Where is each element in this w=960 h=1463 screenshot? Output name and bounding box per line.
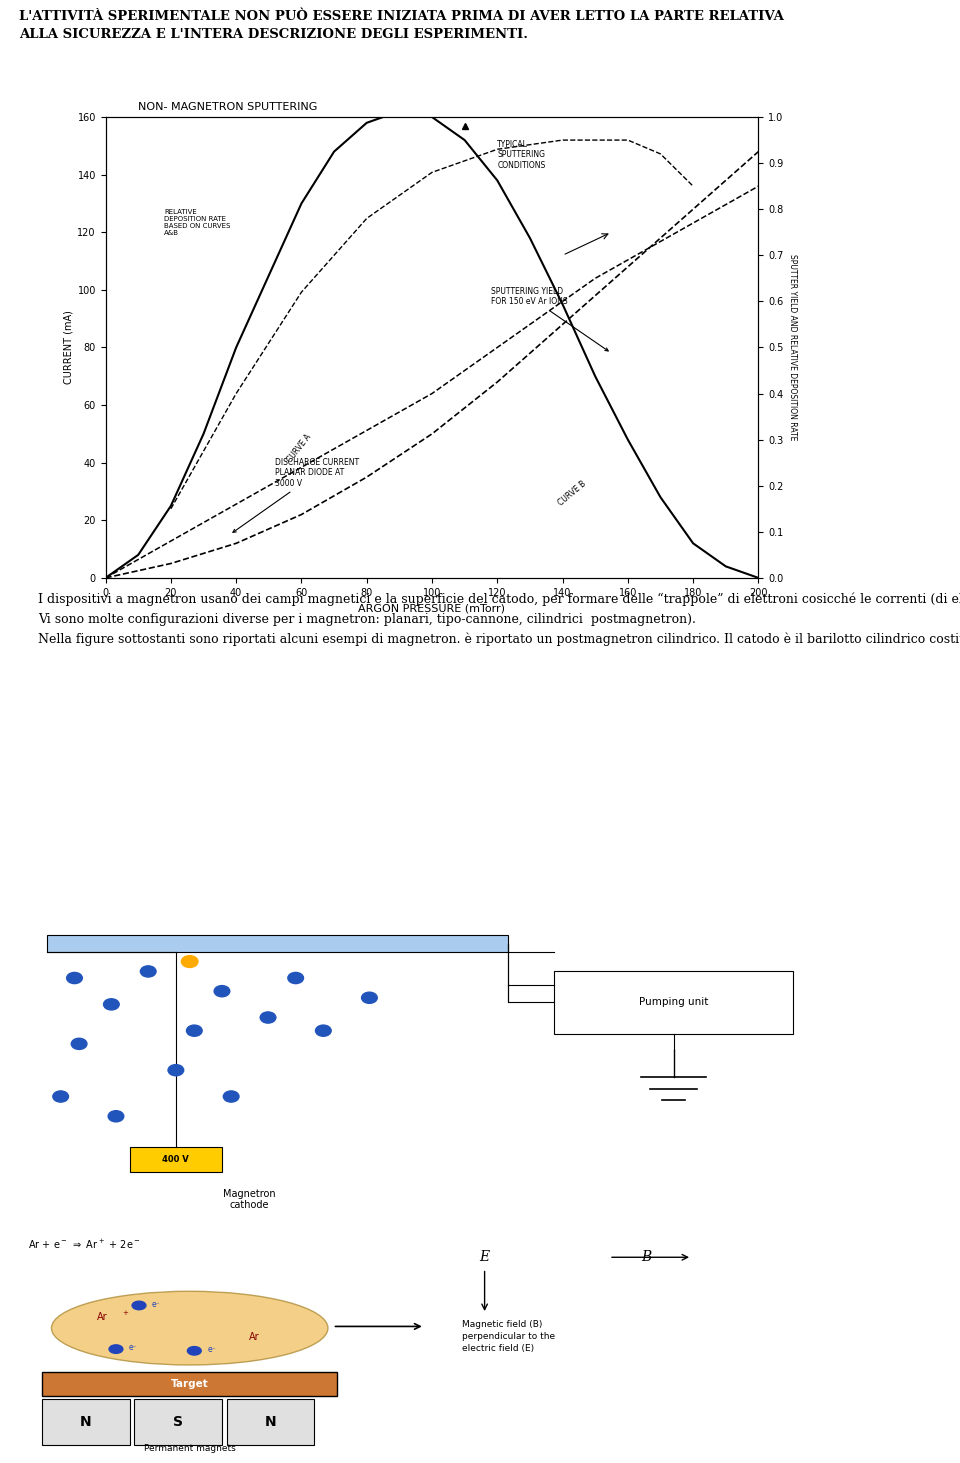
Circle shape bbox=[140, 966, 156, 977]
Circle shape bbox=[108, 1110, 124, 1122]
Circle shape bbox=[214, 986, 229, 996]
Text: E: E bbox=[480, 1251, 490, 1264]
Text: CURVE A: CURVE A bbox=[285, 433, 313, 465]
Text: I dispositivi a magnetron usano dei campi magnetici e la superficie del catodo, : I dispositivi a magnetron usano dei camp… bbox=[38, 593, 960, 645]
Circle shape bbox=[260, 1012, 276, 1023]
Circle shape bbox=[168, 1065, 183, 1075]
Text: N: N bbox=[81, 1415, 92, 1429]
Bar bbox=[227, 1399, 314, 1445]
Circle shape bbox=[187, 1346, 202, 1355]
Text: 400 V: 400 V bbox=[162, 1156, 189, 1165]
Y-axis label: SPUTTER YIELD AND RELATIVE DEPOSITION RATE: SPUTTER YIELD AND RELATIVE DEPOSITION RA… bbox=[787, 255, 797, 440]
Circle shape bbox=[186, 1026, 203, 1036]
Circle shape bbox=[316, 1026, 331, 1036]
Circle shape bbox=[71, 1039, 87, 1049]
Circle shape bbox=[66, 973, 83, 983]
Bar bbox=[42, 1372, 337, 1396]
Circle shape bbox=[132, 1301, 146, 1309]
Text: DISCHARGE CURRENT
PLANAR DIODE AT
3000 V: DISCHARGE CURRENT PLANAR DIODE AT 3000 V bbox=[233, 458, 359, 533]
Text: TYPICAL
SPUTTERING
CONDITIONS: TYPICAL SPUTTERING CONDITIONS bbox=[497, 140, 545, 170]
Text: N: N bbox=[265, 1415, 276, 1429]
Text: Ar: Ar bbox=[97, 1312, 108, 1321]
Text: e⁻: e⁻ bbox=[207, 1344, 216, 1355]
Y-axis label: CURRENT (mA): CURRENT (mA) bbox=[63, 310, 73, 385]
Circle shape bbox=[104, 999, 119, 1009]
Circle shape bbox=[224, 1091, 239, 1102]
Text: NON- MAGNETRON SPUTTERING: NON- MAGNETRON SPUTTERING bbox=[138, 102, 318, 113]
Text: Magnetic field (B)
perpendicular to the
electric field (E): Magnetic field (B) perpendicular to the … bbox=[462, 1320, 555, 1353]
Bar bbox=[554, 971, 793, 1034]
Circle shape bbox=[288, 973, 303, 983]
Text: B: B bbox=[640, 1251, 651, 1264]
Text: S: S bbox=[173, 1415, 183, 1429]
Text: e⁻: e⁻ bbox=[152, 1299, 160, 1309]
Bar bbox=[130, 1147, 222, 1172]
Bar bbox=[134, 1399, 222, 1445]
Circle shape bbox=[362, 992, 377, 1004]
Text: Target: Target bbox=[171, 1380, 208, 1390]
Text: Magnetron
cathode: Magnetron cathode bbox=[224, 1188, 276, 1210]
Circle shape bbox=[109, 1344, 123, 1353]
Text: SPUTTERING YIELD
FOR 150 eV Ar IONS: SPUTTERING YIELD FOR 150 eV Ar IONS bbox=[491, 287, 609, 351]
X-axis label: ARGON PRESSURE (mTorr): ARGON PRESSURE (mTorr) bbox=[358, 603, 506, 613]
Bar bbox=[47, 935, 508, 951]
Bar bbox=[42, 1399, 130, 1445]
Text: e⁻: e⁻ bbox=[129, 1343, 137, 1352]
Text: +: + bbox=[122, 1309, 128, 1315]
Text: CURVE B: CURVE B bbox=[556, 480, 588, 508]
Text: Ar: Ar bbox=[249, 1331, 259, 1342]
Text: RELATIVE
DEPOSITION RATE
BASED ON CURVES
A&B: RELATIVE DEPOSITION RATE BASED ON CURVES… bbox=[164, 209, 230, 236]
Ellipse shape bbox=[52, 1292, 328, 1365]
Text: Ar + e$^-$ $\Rightarrow$ Ar$^+$ + 2e$^-$: Ar + e$^-$ $\Rightarrow$ Ar$^+$ + 2e$^-$ bbox=[29, 1238, 141, 1251]
Text: Pumping unit: Pumping unit bbox=[638, 998, 708, 1008]
Text: L'ATTIVITÀ SPERIMENTALE NON PUÒ ESSERE INIZIATA PRIMA DI AVER LETTO LA PARTE REL: L'ATTIVITÀ SPERIMENTALE NON PUÒ ESSERE I… bbox=[19, 10, 784, 41]
Circle shape bbox=[53, 1091, 68, 1102]
Text: Permanent magnets: Permanent magnets bbox=[144, 1444, 235, 1453]
Circle shape bbox=[181, 955, 198, 967]
